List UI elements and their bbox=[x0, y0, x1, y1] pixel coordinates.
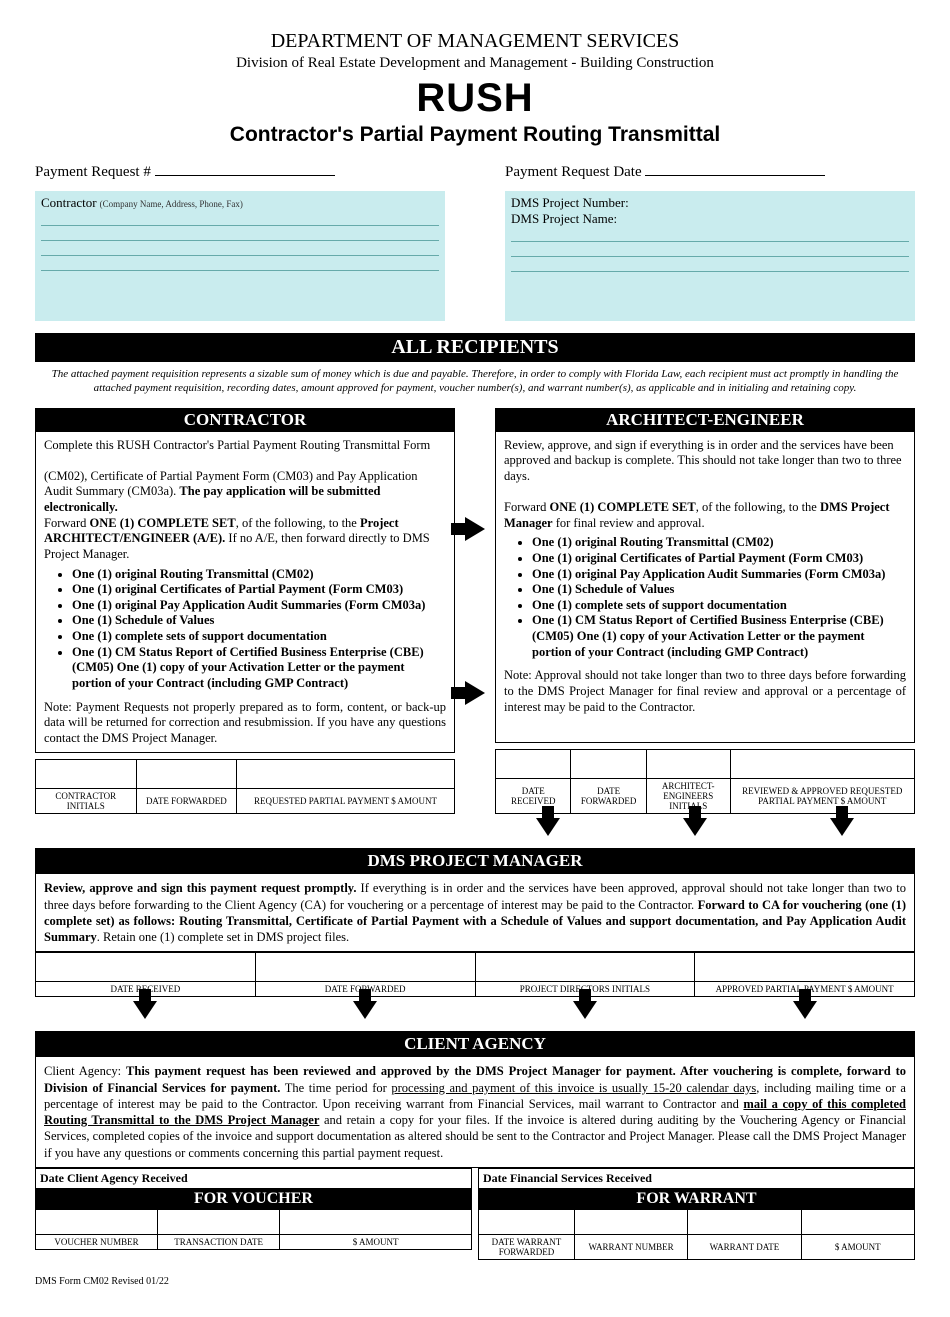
contractor-ae-row: CONTRACTOR Complete this RUSH Contractor… bbox=[35, 408, 915, 815]
payment-request-num-field[interactable] bbox=[155, 161, 335, 176]
date-financial-services-label[interactable]: Date Financial Services Received bbox=[478, 1168, 915, 1189]
payment-request-date-label: Payment Request Date bbox=[505, 164, 642, 180]
arrow-down-icon bbox=[536, 818, 560, 836]
voucher-col: TRANSACTION DATE bbox=[158, 1234, 280, 1249]
all-recipients-title: ALL RECIPIENTS bbox=[35, 333, 915, 362]
voucher-section: FOR VOUCHER VOUCHER NUMBER TRANSACTION D… bbox=[35, 1189, 472, 1260]
contractor-label: Contractor bbox=[41, 195, 97, 210]
arrow-gap bbox=[455, 408, 495, 815]
contractor-sig-table: CONTRACTOR INITIALS DATE FORWARDED REQUE… bbox=[35, 759, 455, 814]
list-item: One (1) Schedule of Values bbox=[72, 613, 446, 629]
contractor-section: CONTRACTOR Complete this RUSH Contractor… bbox=[35, 408, 455, 815]
ca-title: CLIENT AGENCY bbox=[35, 1031, 915, 1057]
warrant-col: DATE WARRANT FORWARDED bbox=[479, 1234, 575, 1259]
sig-col: DATE RECEIVED bbox=[496, 779, 571, 814]
all-recipients-note: The attached payment requisition represe… bbox=[35, 362, 915, 402]
arrow-down-icon bbox=[683, 818, 707, 836]
arrow-down-icon bbox=[793, 1001, 817, 1019]
subtitle: Contractor's Partial Payment Routing Tra… bbox=[35, 123, 915, 147]
arrows-to-ca bbox=[35, 1001, 915, 1019]
pm-title: DMS PROJECT MANAGER bbox=[35, 848, 915, 874]
ae-p2: Forward ONE (1) COMPLETE SET, of the fol… bbox=[504, 500, 906, 531]
voucher-table: VOUCHER NUMBER TRANSACTION DATE $ AMOUNT bbox=[35, 1209, 472, 1250]
date-client-agency-label[interactable]: Date Client Agency Received bbox=[35, 1168, 472, 1189]
dept-name: DEPARTMENT OF MANAGEMENT SERVICES bbox=[35, 30, 915, 53]
info-row: Contractor (Company Name, Address, Phone… bbox=[35, 191, 915, 321]
contractor-p3: Forward ONE (1) COMPLETE SET, of the fol… bbox=[44, 516, 446, 563]
warrant-table: DATE WARRANT FORWARDED WARRANT NUMBER WA… bbox=[478, 1209, 915, 1260]
sig-col: REVIEWED & APPROVED REQUESTED PARTIAL PA… bbox=[730, 779, 914, 814]
sig-col: DATE FORWARDED bbox=[571, 779, 646, 814]
contractor-info-box[interactable]: Contractor (Company Name, Address, Phone… bbox=[35, 191, 445, 321]
list-item: One (1) complete sets of support documen… bbox=[532, 598, 906, 614]
arrow-right-icon bbox=[465, 681, 485, 705]
sig-col: REQUESTED PARTIAL PAYMENT $ AMOUNT bbox=[237, 789, 455, 814]
payment-request-date-field[interactable] bbox=[645, 161, 825, 176]
arrow-down-icon bbox=[573, 1001, 597, 1019]
contractor-list: One (1) original Routing Transmittal (CM… bbox=[72, 567, 446, 692]
list-item: One (1) original Pay Application Audit S… bbox=[532, 567, 906, 583]
agency-dates-row: Date Client Agency Received Date Financi… bbox=[35, 1168, 915, 1189]
warrant-col: WARRANT DATE bbox=[688, 1234, 801, 1259]
contractor-hint: (Company Name, Address, Phone, Fax) bbox=[100, 199, 243, 209]
ae-list: One (1) original Routing Transmittal (CM… bbox=[532, 535, 906, 660]
ae-sig-table: DATE RECEIVED DATE FORWARDED ARCHITECT-E… bbox=[495, 749, 915, 814]
pm-sig-table: DATE RECEIVED DATE FORWARDED PROJECT DIR… bbox=[35, 952, 915, 997]
list-item: One (1) original Routing Transmittal (CM… bbox=[72, 567, 446, 583]
contractor-p2: (CM02), Certificate of Partial Payment F… bbox=[44, 469, 446, 516]
header: DEPARTMENT OF MANAGEMENT SERVICES Divisi… bbox=[35, 30, 915, 147]
ca-body: Client Agency: This payment request has … bbox=[35, 1057, 915, 1168]
list-item: One (1) original Pay Application Audit S… bbox=[72, 598, 446, 614]
ae-p1: Review, approve, and sign if everything … bbox=[504, 438, 906, 485]
arrow-down-icon bbox=[353, 1001, 377, 1019]
ae-note: Note: Approval should not take longer th… bbox=[504, 668, 906, 715]
voucher-col: VOUCHER NUMBER bbox=[36, 1234, 158, 1249]
pm-body: Review, approve and sign this payment re… bbox=[35, 874, 915, 952]
arrows-to-pm bbox=[35, 818, 915, 836]
arrow-right-icon bbox=[465, 517, 485, 541]
list-item: One (1) complete sets of support documen… bbox=[72, 629, 446, 645]
list-item: One (1) original Certificates of Partial… bbox=[532, 551, 906, 567]
warrant-title: FOR WARRANT bbox=[478, 1189, 915, 1209]
dms-project-name-label: DMS Project Name: bbox=[511, 211, 909, 227]
contractor-note: Note: Payment Requests not properly prep… bbox=[44, 700, 446, 747]
payment-request-num-label: Payment Request # bbox=[35, 164, 151, 180]
division-name: Division of Real Estate Development and … bbox=[35, 55, 915, 72]
project-info-box[interactable]: DMS Project Number: DMS Project Name: bbox=[505, 191, 915, 321]
list-item: One (1) CM Status Report of Certified Bu… bbox=[72, 645, 446, 692]
warrant-col: $ AMOUNT bbox=[801, 1234, 914, 1259]
list-item: One (1) Schedule of Values bbox=[532, 582, 906, 598]
list-item: One (1) original Certificates of Partial… bbox=[72, 582, 446, 598]
dms-project-number-label: DMS Project Number: bbox=[511, 195, 909, 211]
contractor-p1: Complete this RUSH Contractor's Partial … bbox=[44, 438, 446, 454]
warrant-col: WARRANT NUMBER bbox=[574, 1234, 687, 1259]
ae-section: ARCHITECT-ENGINEER Review, approve, and … bbox=[495, 408, 915, 815]
footer-text: DMS Form CM02 Revised 01/22 bbox=[35, 1276, 915, 1287]
list-item: One (1) original Routing Transmittal (CM… bbox=[532, 535, 906, 551]
list-item: One (1) CM Status Report of Certified Bu… bbox=[532, 613, 906, 660]
contractor-title: CONTRACTOR bbox=[35, 408, 455, 432]
arrow-down-icon bbox=[830, 818, 854, 836]
voucher-col: $ AMOUNT bbox=[280, 1234, 472, 1249]
sig-col: DATE FORWARDED bbox=[136, 789, 237, 814]
ae-title: ARCHITECT-ENGINEER bbox=[495, 408, 915, 432]
sig-col: CONTRACTOR INITIALS bbox=[36, 789, 137, 814]
voucher-title: FOR VOUCHER bbox=[35, 1189, 472, 1209]
voucher-warrant-row: FOR VOUCHER VOUCHER NUMBER TRANSACTION D… bbox=[35, 1189, 915, 1260]
warrant-section: FOR WARRANT DATE WARRANT FORWARDED WARRA… bbox=[478, 1189, 915, 1260]
arrow-down-icon bbox=[133, 1001, 157, 1019]
payment-request-row: Payment Request # Payment Request Date bbox=[35, 161, 915, 181]
rush-label: RUSH bbox=[35, 76, 915, 121]
